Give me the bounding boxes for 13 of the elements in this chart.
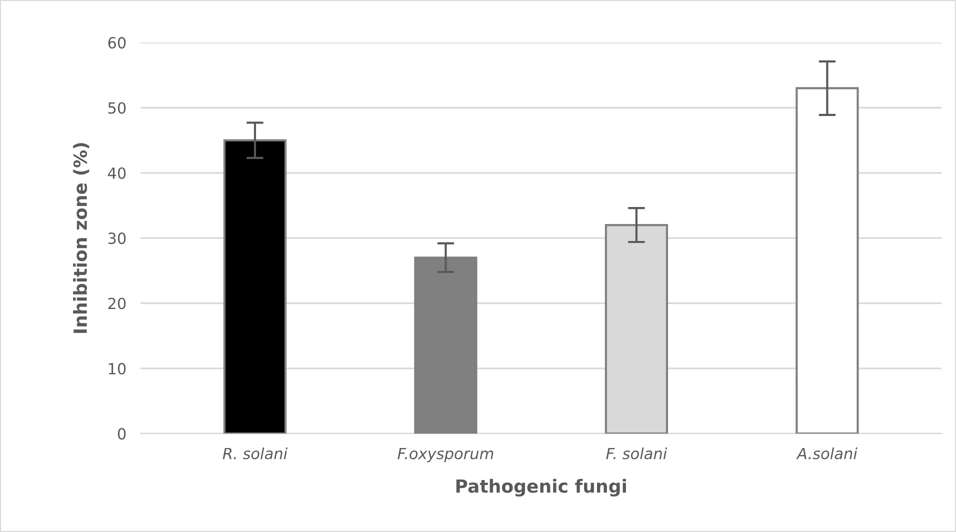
y-tick-label: 40 xyxy=(108,167,126,179)
x-axis-title: Pathogenic fungi xyxy=(456,478,626,497)
x-tick-label: A.solani xyxy=(796,447,858,460)
y-tick-label: 60 xyxy=(108,37,126,49)
y-tick-label: 0 xyxy=(118,428,126,440)
y-axis-title: Inhibition zone (%) xyxy=(73,143,90,333)
y-tick-label: 50 xyxy=(108,102,126,114)
y-tick-label: 10 xyxy=(108,362,126,374)
x-tick-label: F.oxysporum xyxy=(398,448,494,462)
y-tick-label: 30 xyxy=(108,232,126,244)
y-tick-label: 20 xyxy=(108,298,126,310)
x-tick-label: R. solani xyxy=(222,447,288,460)
x-tick-label: F. solani xyxy=(606,447,668,460)
